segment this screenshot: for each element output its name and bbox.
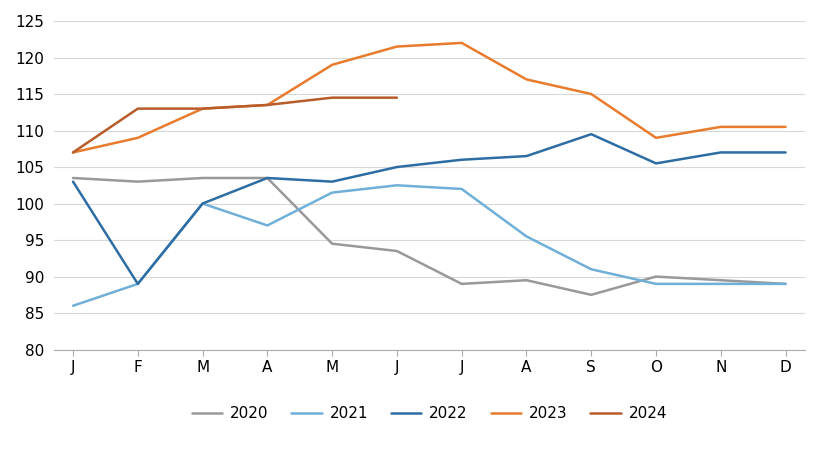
2020 xyxy=(68,175,78,181)
2022 xyxy=(586,131,595,137)
2021 xyxy=(456,186,466,192)
2023 xyxy=(586,91,595,97)
2023 xyxy=(456,40,466,46)
2020 xyxy=(780,281,790,287)
2021 xyxy=(780,281,790,287)
2020 xyxy=(262,175,272,181)
2024 xyxy=(391,95,401,101)
2023 xyxy=(650,135,660,141)
2021 xyxy=(586,266,595,272)
2020 xyxy=(650,274,660,279)
2020 xyxy=(521,277,531,283)
2020 xyxy=(133,179,143,184)
Line: 2020: 2020 xyxy=(73,178,785,295)
2023 xyxy=(780,124,790,130)
2023 xyxy=(68,149,78,155)
2023 xyxy=(715,124,725,130)
Line: 2023: 2023 xyxy=(73,43,785,152)
2022 xyxy=(197,201,207,206)
2024 xyxy=(68,149,78,155)
2021 xyxy=(391,182,401,188)
2022 xyxy=(780,149,790,155)
2022 xyxy=(68,179,78,184)
2024 xyxy=(197,106,207,111)
2021 xyxy=(197,201,207,206)
2022 xyxy=(521,153,531,159)
2020 xyxy=(715,277,725,283)
2022 xyxy=(262,175,272,181)
2022 xyxy=(650,161,660,166)
2022 xyxy=(715,149,725,155)
2021 xyxy=(68,303,78,309)
2021 xyxy=(650,281,660,287)
2020 xyxy=(327,241,337,247)
2021 xyxy=(715,281,725,287)
Line: 2021: 2021 xyxy=(73,185,785,306)
2020 xyxy=(391,248,401,254)
2022 xyxy=(327,179,337,184)
2020 xyxy=(456,281,466,287)
Legend: 2020, 2021, 2022, 2023, 2024: 2020, 2021, 2022, 2023, 2024 xyxy=(185,400,672,427)
2021 xyxy=(262,223,272,228)
2023 xyxy=(262,102,272,108)
2022 xyxy=(391,164,401,170)
Line: 2024: 2024 xyxy=(73,98,396,152)
2021 xyxy=(521,234,531,239)
2022 xyxy=(456,157,466,163)
2021 xyxy=(327,190,337,196)
Line: 2022: 2022 xyxy=(73,134,785,284)
2023 xyxy=(391,44,401,49)
2023 xyxy=(197,106,207,111)
2022 xyxy=(133,281,143,287)
2024 xyxy=(262,102,272,108)
2023 xyxy=(327,62,337,68)
2024 xyxy=(327,95,337,101)
2020 xyxy=(586,292,595,298)
2024 xyxy=(133,106,143,111)
2020 xyxy=(197,175,207,181)
2023 xyxy=(521,77,531,82)
2023 xyxy=(133,135,143,141)
2021 xyxy=(133,281,143,287)
